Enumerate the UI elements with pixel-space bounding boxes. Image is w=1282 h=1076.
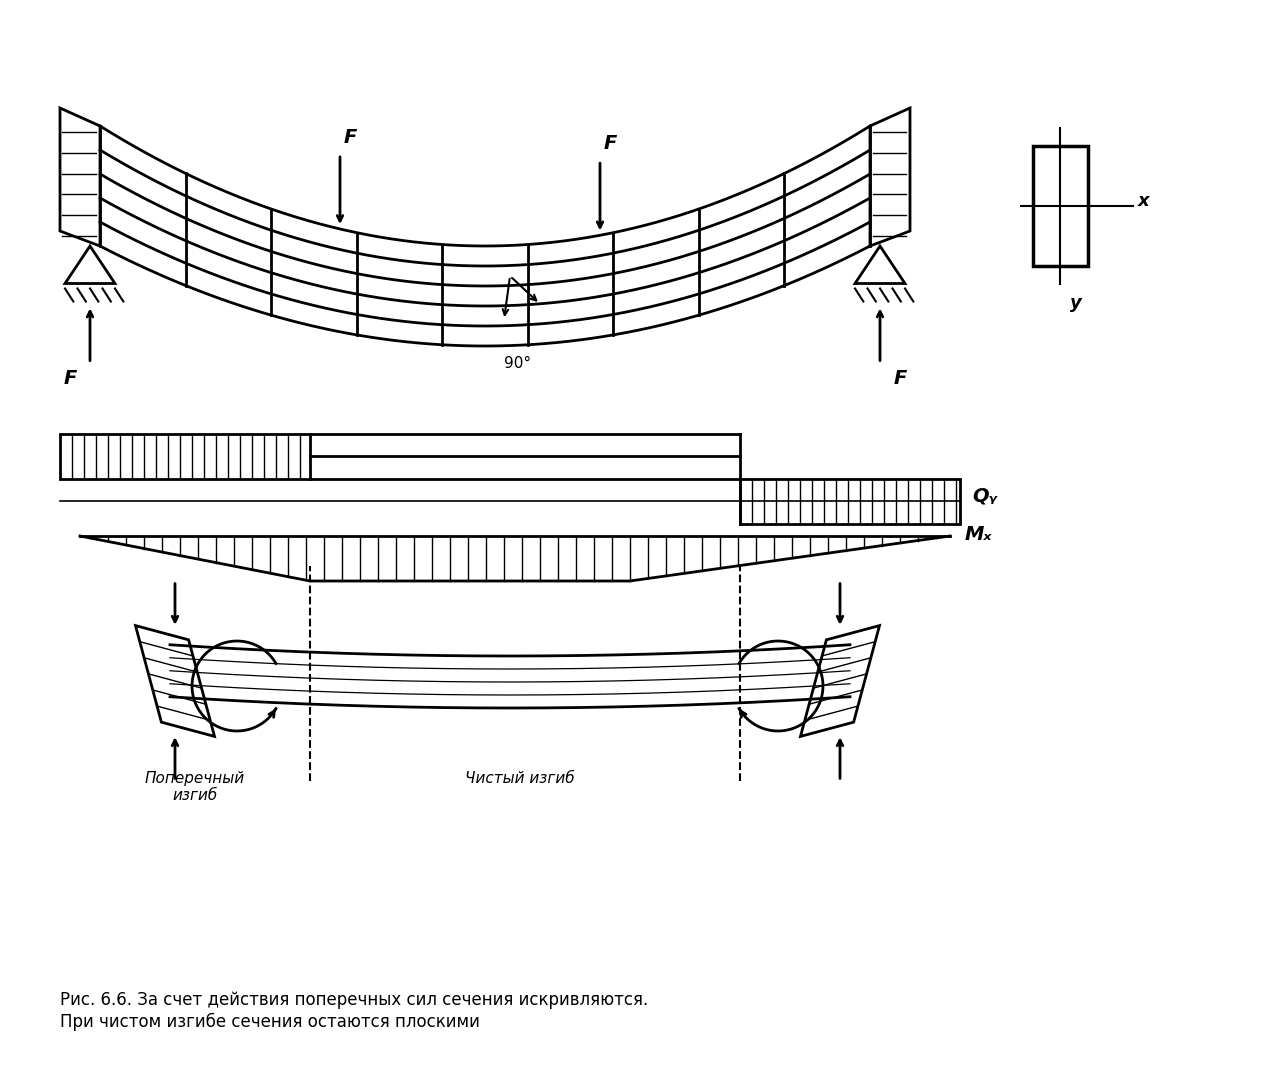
Text: F: F [63,368,77,387]
Text: Qᵧ: Qᵧ [972,486,997,506]
Bar [1032,146,1087,266]
Text: Поперечный
изгиб: Поперечный изгиб [145,771,245,804]
Text: F: F [894,368,906,387]
Text: y: y [1070,294,1082,312]
Text: F: F [344,128,356,147]
Polygon shape [870,108,910,246]
Polygon shape [740,479,960,524]
Text: Чистый изгиб: Чистый изгиб [465,771,574,785]
Text: Mₓ: Mₓ [965,524,992,543]
Text: F: F [604,134,617,153]
Text: Рис. 6.6. За счет действия поперечных сил сечения искривляются.
При чистом изгиб: Рис. 6.6. За счет действия поперечных си… [60,991,649,1031]
Text: x: x [1137,192,1149,210]
Polygon shape [60,108,100,246]
Polygon shape [60,434,310,479]
Text: 90°: 90° [504,356,532,371]
